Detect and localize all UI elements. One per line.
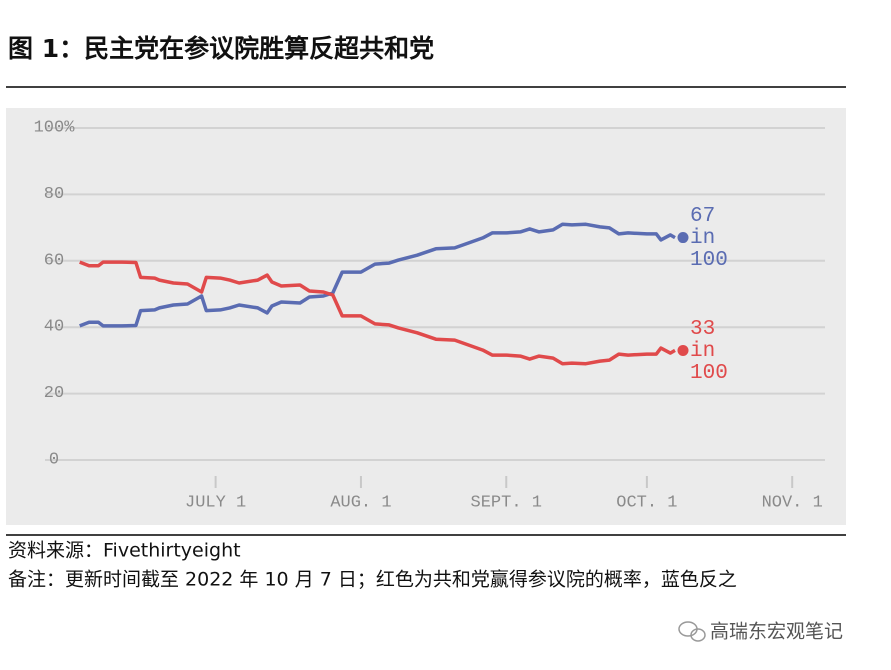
end-dot bbox=[677, 344, 689, 356]
x-tick-label: OCT. 1 bbox=[616, 493, 677, 512]
plot: 0 20 40 60 80 100% JULY 1 AUG. 1 SEPT. 1 OCT. 1 NO… bbox=[34, 118, 825, 512]
plot-background bbox=[6, 108, 846, 525]
y-tick-label: 40 bbox=[44, 318, 64, 337]
x-tick-label: NOV. 1 bbox=[762, 493, 823, 512]
end-label: in bbox=[690, 340, 715, 363]
x-tick-label: JULY 1 bbox=[185, 493, 246, 512]
end-label: 33 bbox=[690, 318, 715, 341]
chart-title: 图 1：民主党在参议院胜算反超共和党 bbox=[8, 34, 434, 63]
series-line bbox=[79, 222, 676, 328]
end-label: in bbox=[690, 227, 715, 250]
watermark-icon bbox=[678, 621, 706, 642]
y-tick-label: 60 bbox=[44, 251, 64, 270]
end-label: 100 bbox=[690, 362, 728, 385]
x-tick-label: SEPT. 1 bbox=[471, 493, 542, 512]
note: 备注：更新时间截至 2022 年 10 月 7 日；红色为共和党赢得参议院的概率… bbox=[8, 569, 737, 591]
watermark: 高瑞东宏观笔记 bbox=[710, 621, 843, 643]
series-line bbox=[79, 260, 676, 366]
source: 资料来源：Fivethirtyeight bbox=[8, 540, 241, 562]
end-label: 100 bbox=[690, 249, 728, 272]
end-dot bbox=[677, 232, 689, 244]
y-tick-label: 20 bbox=[44, 384, 64, 403]
x-tick-label: AUG. 1 bbox=[330, 493, 391, 512]
y-tick-label: 80 bbox=[44, 185, 64, 204]
y-tick-label: 100% bbox=[34, 118, 76, 137]
y-tick-label: 0 bbox=[49, 450, 59, 469]
end-label: 67 bbox=[690, 205, 715, 228]
